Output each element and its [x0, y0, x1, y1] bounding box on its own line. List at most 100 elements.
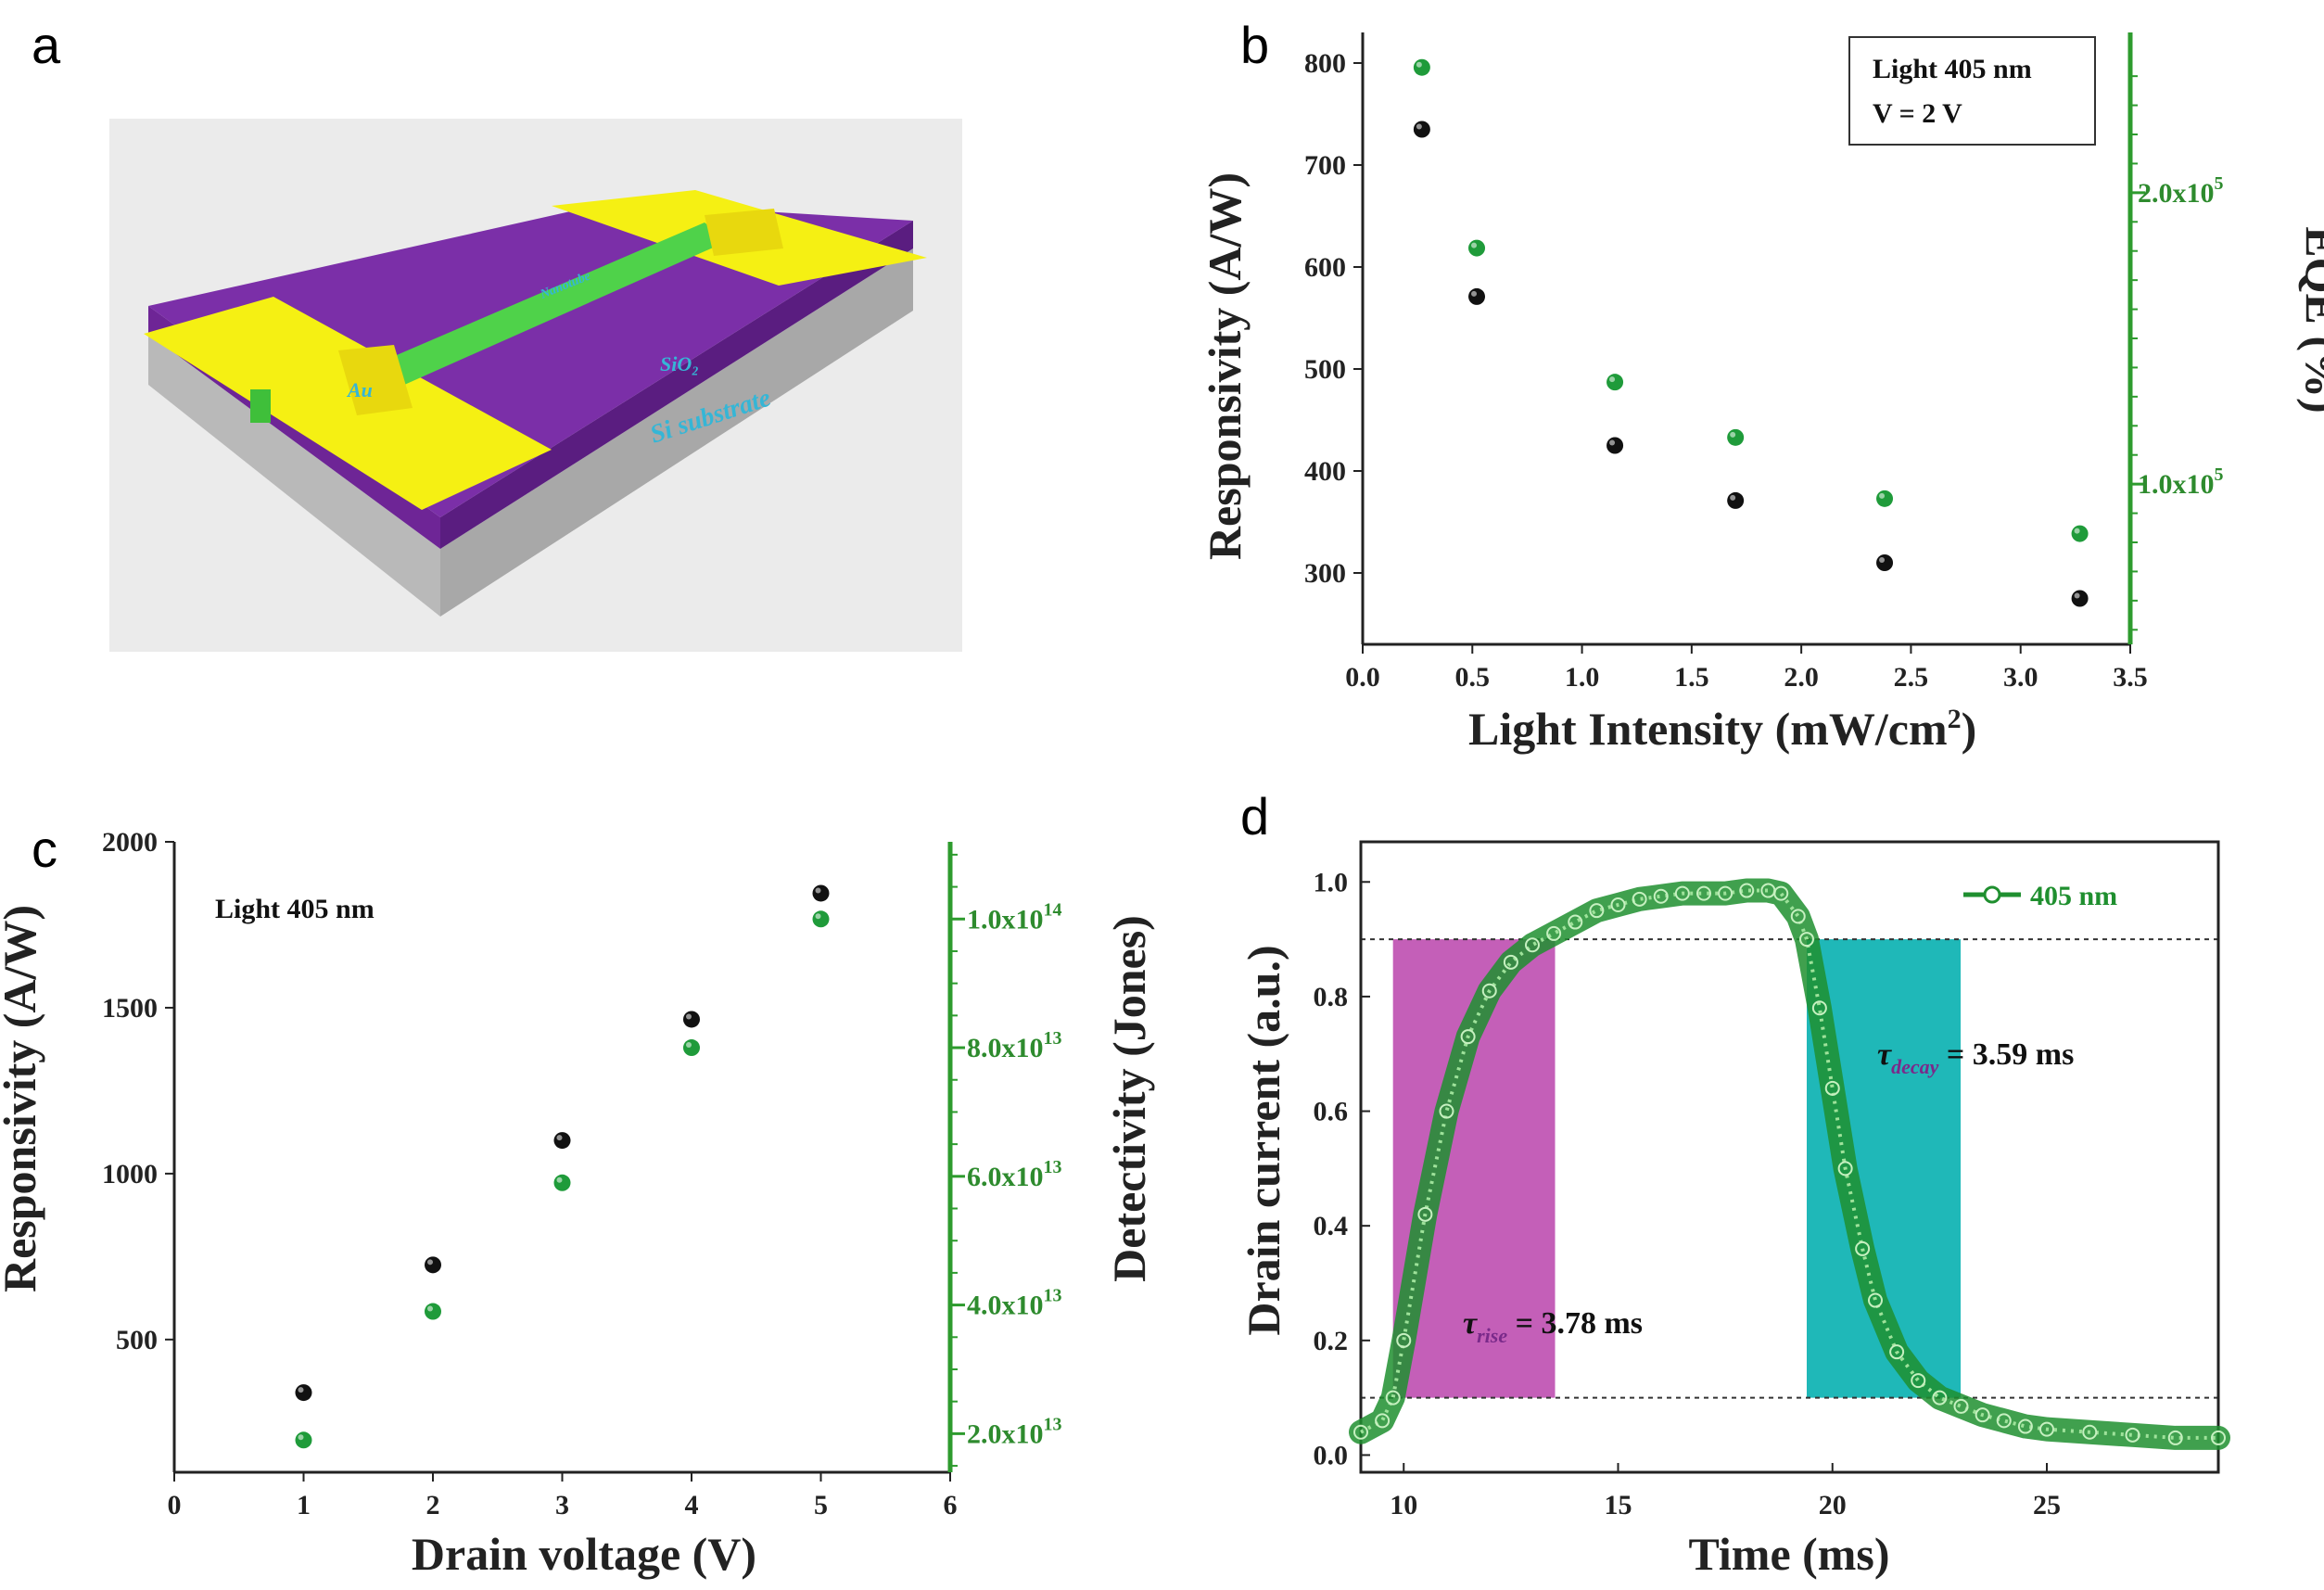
c-detectivity-point-highlight: [556, 1177, 563, 1183]
c-ytick-label: 1500: [102, 993, 158, 1024]
annotation-box: [1848, 36, 2096, 146]
panel-b: b 0.0 0.5 1.0 1.5 2.0 2.5 3.0 3.5 300 400 500 600 70…: [1199, 16, 2324, 755]
c-y2tick-label-exp: 14: [1044, 899, 1062, 920]
c-y2tick-label-exp: 13: [1044, 1157, 1062, 1177]
c-y2tick-label: 6.0x1013: [967, 1157, 1062, 1192]
d-ytick-label: 0.0: [1314, 1440, 1349, 1470]
c-detectivity-point: [553, 1174, 571, 1191]
au-contact-left: [144, 297, 552, 510]
b-eqe-point-highlight: [1879, 492, 1886, 499]
c-responsivity-point: [553, 1132, 571, 1150]
b-y2label: EQE (%): [2296, 226, 2324, 413]
c-detectivity-point: [683, 1039, 700, 1057]
b-eqe-point-highlight: [1730, 431, 1736, 438]
b-y2tick-label-exp: 5: [2215, 173, 2224, 194]
d-signal-point: [1610, 897, 1626, 912]
d-signal-point: [1546, 925, 1562, 941]
c-y2tick-label-base: 2.0x10: [967, 1418, 1044, 1449]
d-rise-annotation-symbol: τ: [1463, 1306, 1478, 1341]
nanotube-wire: [371, 223, 728, 389]
d-signal-point: [1674, 885, 1690, 901]
b-ytick-label: 400: [1304, 456, 1346, 487]
chart-c: 0 1 2 3 4 5 65001000150020002.0x10134.0x10136.…: [102, 827, 1062, 1520]
c-y2tick-label: 1.0x1014: [967, 899, 1062, 935]
chart-b: 0.0 0.5 1.0 1.5 2.0 2.5 3.0 3.5 300 400 500 600 700 8…: [1304, 32, 2224, 693]
c-xtick-label: 4: [685, 1490, 699, 1520]
d-signal-point: [1375, 1413, 1391, 1429]
d-ylabel: Drain current (a.u.): [1238, 945, 1289, 1335]
d-xtick-label: 10: [1390, 1490, 1417, 1520]
d-signal-point: [1439, 1103, 1454, 1119]
b-xtick-label: 2.0: [1784, 662, 1819, 693]
d-signal-point: [1396, 1332, 1412, 1348]
d-signal-point: [2125, 1427, 2140, 1443]
d-rise-annotation-subscript: rise: [1477, 1324, 1507, 1347]
c-y2label: Detectivity (Jones): [1103, 915, 1155, 1282]
b-responsivity-point-highlight: [2074, 592, 2080, 599]
b-y2tick-label: 2.0x105: [2138, 173, 2224, 209]
d-xlabel: Time (ms): [1688, 1528, 1889, 1580]
c-annotation: Light 405 nm: [215, 894, 375, 924]
c-ytick-label: 2000: [102, 827, 158, 858]
d-ytick-label: 1.0: [1314, 867, 1349, 897]
c-y2tick-label: 8.0x1013: [967, 1028, 1062, 1063]
b-eqe-point-highlight: [1416, 61, 1422, 68]
b-responsivity-point-highlight: [1416, 123, 1422, 130]
b-ylabel: Responsivity (A/W): [1199, 172, 1251, 560]
c-y2tick-label-exp: 13: [1044, 1028, 1062, 1049]
d-xtick-label: 15: [1605, 1490, 1632, 1520]
d-signal-point: [2167, 1430, 2183, 1445]
b-xlabel-main: Light Intensity (mW/cm: [1468, 703, 1948, 755]
b-ytick-label: 500: [1304, 354, 1346, 385]
c-y2tick-label-base: 6.0x10: [967, 1162, 1044, 1192]
d-axes-box: [1359, 840, 2220, 1474]
d-signal-point: [1855, 1240, 1871, 1256]
c-xtick-label: 0: [168, 1490, 182, 1520]
d-signal-point: [1996, 1413, 2012, 1429]
b-responsivity-point-highlight: [1879, 557, 1886, 563]
d-signal-point: [1503, 954, 1518, 970]
b-eqe-point: [1727, 428, 1745, 446]
c-xtick-label: 2: [426, 1490, 440, 1520]
c-responsivity-point-highlight: [686, 1013, 692, 1020]
d-signal-point: [1837, 1161, 1853, 1177]
b-y2tick-label: 1.0x105: [2138, 464, 2224, 500]
d-decay-annotation: τdecay = 3.59 ms: [1877, 1037, 2074, 1078]
b-xlabel-end: ): [1962, 703, 1977, 755]
c-detectivity-point: [425, 1303, 441, 1320]
c-y2tick-label-base: 4.0x10: [967, 1291, 1044, 1321]
d-signal-point: [1932, 1390, 1948, 1406]
d-signal-point: [1589, 903, 1605, 919]
d-signal-point: [1911, 1373, 1926, 1389]
d-signal-point: [1889, 1344, 1905, 1360]
panel-c: c 0 1 2 3 4 5 65001000150020002.0x10134.0x1013…: [0, 820, 1155, 1580]
oxide-right-face: [440, 221, 913, 549]
b-xtick-label: 2.5: [1894, 662, 1929, 693]
annotation-light: Light 405 nm: [1873, 54, 2032, 84]
b-responsivity-point: [2071, 590, 2089, 607]
electrode-side-patch: [250, 389, 271, 423]
c-detectivity-point: [812, 910, 830, 928]
c-responsivity-point: [425, 1256, 441, 1274]
device-schematic: Au SiO₂ Si substrate Nanotube: [144, 190, 927, 617]
chart-b-annotation-box: Light 405 nm V = 2 V: [1848, 36, 2096, 146]
panel-letter-a: a: [32, 16, 61, 74]
b-xtick-label: 1.5: [1674, 662, 1709, 693]
c-xtick-label: 1: [297, 1490, 311, 1520]
au-label: Au: [346, 378, 373, 401]
c-y2tick-label-exp: 13: [1044, 1414, 1062, 1434]
b-xtick-label: 0.0: [1345, 662, 1380, 693]
d-signal-point: [1790, 909, 1806, 924]
c-responsivity-point-highlight: [427, 1259, 433, 1266]
d-ytick-label: 0.4: [1314, 1211, 1349, 1241]
d-signal-point: [1811, 1000, 1827, 1016]
d-signal-point: [1385, 1390, 1401, 1406]
b-ytick-label: 300: [1304, 558, 1346, 589]
b-eqe-point: [1606, 374, 1624, 391]
d-rise-annotation: τrise = 3.78 ms: [1463, 1306, 1643, 1347]
c-responsivity-point-highlight: [556, 1135, 563, 1141]
d-signal-point: [1417, 1206, 1433, 1222]
b-responsivity-point: [1727, 491, 1745, 509]
c-xlabel: Drain voltage (V): [412, 1528, 756, 1580]
